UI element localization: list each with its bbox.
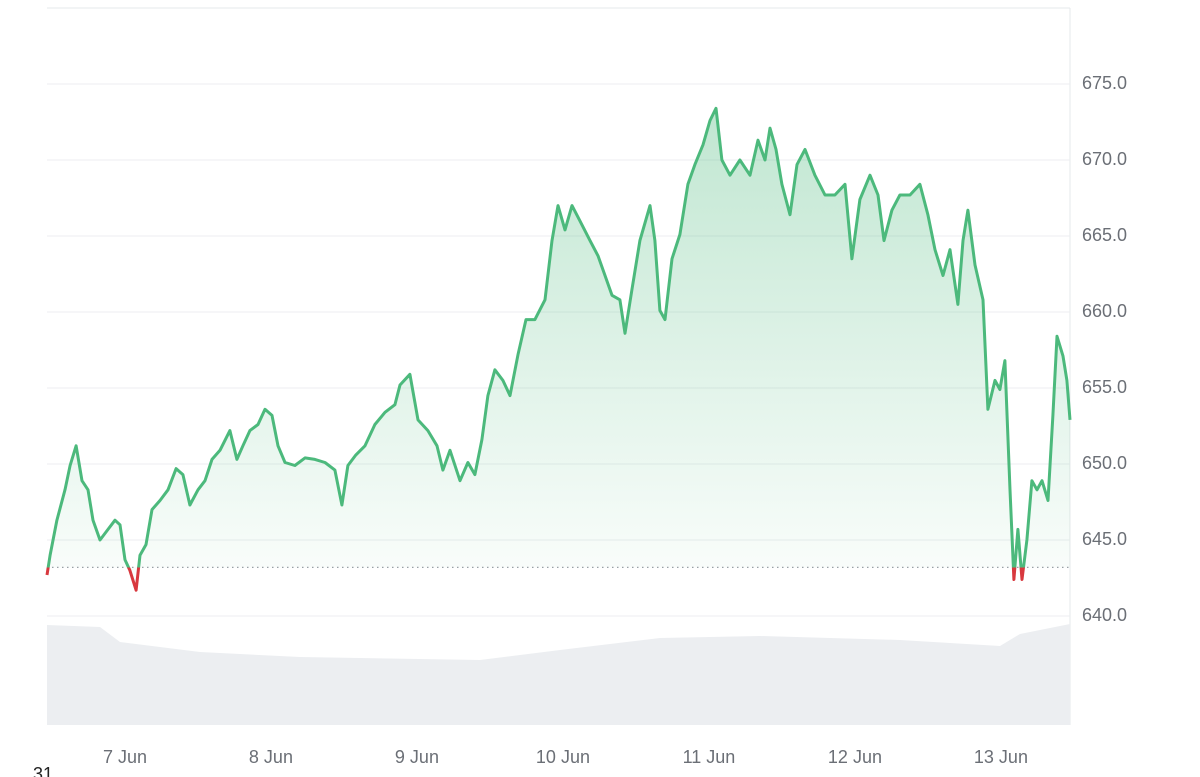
price-line bbox=[45, 106, 1072, 592]
y-tick-label: 655.0 bbox=[1082, 377, 1127, 397]
y-tick-label: 650.0 bbox=[1082, 453, 1127, 473]
x-tick-label: 11 Jun bbox=[683, 747, 736, 767]
y-tick-label: 670.0 bbox=[1082, 149, 1127, 169]
cut-off-label: 31 bbox=[33, 764, 53, 777]
y-tick-label: 645.0 bbox=[1082, 529, 1127, 549]
x-tick-label: 10 Jun bbox=[536, 747, 590, 767]
y-tick-label: 640.0 bbox=[1082, 605, 1127, 625]
x-tick-label: 12 Jun bbox=[828, 747, 882, 767]
volume-area bbox=[47, 624, 1070, 725]
x-tick-label: 7 Jun bbox=[103, 747, 147, 767]
y-tick-label: 665.0 bbox=[1082, 225, 1127, 245]
y-tick-label: 675.0 bbox=[1082, 73, 1127, 93]
x-tick-label: 9 Jun bbox=[395, 747, 439, 767]
line-area bbox=[47, 108, 1070, 591]
x-tick-label: 13 Jun bbox=[974, 747, 1028, 767]
x-tick-label: 8 Jun bbox=[249, 747, 293, 767]
y-tick-label: 660.0 bbox=[1082, 301, 1127, 321]
